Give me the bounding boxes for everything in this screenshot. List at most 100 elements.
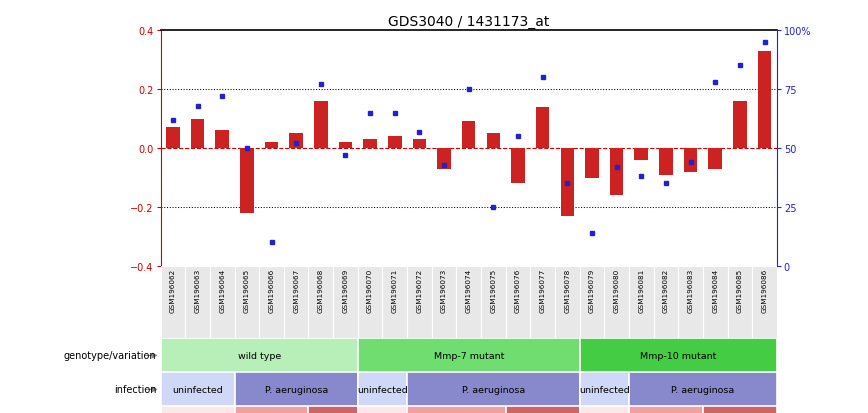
Text: GSM196072: GSM196072 xyxy=(417,268,423,313)
Bar xyxy=(585,149,599,178)
Bar xyxy=(703,406,777,413)
Bar xyxy=(629,266,654,339)
Bar xyxy=(339,143,352,149)
Text: GSM196073: GSM196073 xyxy=(441,268,447,313)
Bar xyxy=(161,406,234,413)
Text: P. aeruginosa: P. aeruginosa xyxy=(265,385,328,394)
Bar xyxy=(437,149,450,169)
Text: genotype/variation: genotype/variation xyxy=(63,351,156,361)
Text: GSM196067: GSM196067 xyxy=(293,268,299,313)
Bar xyxy=(234,406,308,413)
Bar xyxy=(407,266,431,339)
Bar xyxy=(758,52,772,149)
Text: GSM196077: GSM196077 xyxy=(540,268,546,313)
Bar xyxy=(708,149,722,169)
Text: Mmp-10 mutant: Mmp-10 mutant xyxy=(640,351,716,360)
Text: uninfected: uninfected xyxy=(172,385,223,394)
Bar xyxy=(457,266,481,339)
Bar xyxy=(580,266,604,339)
Bar xyxy=(358,266,383,339)
Text: GSM196069: GSM196069 xyxy=(343,268,348,313)
Bar xyxy=(383,266,407,339)
Bar xyxy=(161,339,358,373)
Text: infection: infection xyxy=(114,385,156,394)
Bar xyxy=(358,373,407,406)
Bar xyxy=(580,373,629,406)
Text: GSM196083: GSM196083 xyxy=(687,268,694,313)
Bar xyxy=(161,373,234,406)
Bar xyxy=(166,128,180,149)
Bar xyxy=(215,131,229,149)
Bar xyxy=(388,137,402,149)
Text: GSM196078: GSM196078 xyxy=(564,268,570,313)
Title: GDS3040 / 1431173_at: GDS3040 / 1431173_at xyxy=(388,14,549,28)
Bar xyxy=(659,149,673,175)
Text: GSM196068: GSM196068 xyxy=(318,268,324,313)
Bar xyxy=(284,266,308,339)
Bar xyxy=(308,406,358,413)
Text: GSM196076: GSM196076 xyxy=(515,268,521,313)
Bar xyxy=(234,266,260,339)
Bar xyxy=(289,134,303,149)
Bar xyxy=(412,140,426,149)
Bar xyxy=(536,107,549,149)
Bar xyxy=(604,266,629,339)
Bar xyxy=(506,266,530,339)
Bar xyxy=(161,266,185,339)
Bar xyxy=(654,266,678,339)
Bar xyxy=(561,149,574,216)
Text: GSM196085: GSM196085 xyxy=(737,268,743,313)
Bar xyxy=(487,134,500,149)
Bar xyxy=(358,339,580,373)
Bar xyxy=(260,266,284,339)
Text: GSM196079: GSM196079 xyxy=(589,268,595,313)
Text: GSM196071: GSM196071 xyxy=(391,268,398,313)
Text: uninfected: uninfected xyxy=(579,385,629,394)
Text: GSM196084: GSM196084 xyxy=(713,268,718,313)
Bar xyxy=(308,266,333,339)
Bar xyxy=(364,140,377,149)
Text: GSM196081: GSM196081 xyxy=(638,268,644,313)
Bar xyxy=(407,373,580,406)
Bar xyxy=(629,406,703,413)
Bar xyxy=(185,266,210,339)
Bar xyxy=(629,373,777,406)
Text: GSM196082: GSM196082 xyxy=(663,268,669,313)
Bar xyxy=(635,149,648,160)
Bar xyxy=(506,406,580,413)
Text: GSM196062: GSM196062 xyxy=(170,268,176,313)
Bar xyxy=(511,149,525,184)
Text: GSM196074: GSM196074 xyxy=(466,268,471,313)
Bar xyxy=(678,266,703,339)
Bar xyxy=(210,266,234,339)
Bar xyxy=(358,406,407,413)
Bar xyxy=(610,149,623,196)
Bar xyxy=(727,266,753,339)
Bar xyxy=(555,266,580,339)
Bar xyxy=(462,122,476,149)
Text: uninfected: uninfected xyxy=(357,385,408,394)
Bar xyxy=(333,266,358,339)
Text: GSM196070: GSM196070 xyxy=(367,268,373,313)
Text: Mmp-7 mutant: Mmp-7 mutant xyxy=(433,351,504,360)
Text: GSM196086: GSM196086 xyxy=(761,268,767,313)
Bar xyxy=(703,266,727,339)
Text: wild type: wild type xyxy=(238,351,281,360)
Bar xyxy=(481,266,506,339)
Text: GSM196066: GSM196066 xyxy=(268,268,274,313)
Bar xyxy=(580,339,777,373)
Bar xyxy=(407,406,506,413)
Bar xyxy=(684,149,697,172)
Text: GSM196075: GSM196075 xyxy=(490,268,496,313)
Text: GSM196065: GSM196065 xyxy=(244,268,250,313)
Text: GSM196063: GSM196063 xyxy=(194,268,201,313)
Bar xyxy=(431,266,457,339)
Text: P. aeruginosa: P. aeruginosa xyxy=(462,385,525,394)
Bar xyxy=(580,406,629,413)
Text: GSM196064: GSM196064 xyxy=(220,268,225,313)
Text: GSM196080: GSM196080 xyxy=(614,268,620,313)
Bar xyxy=(240,149,253,214)
Bar xyxy=(191,119,204,149)
Bar xyxy=(753,266,777,339)
Text: P. aeruginosa: P. aeruginosa xyxy=(671,385,734,394)
